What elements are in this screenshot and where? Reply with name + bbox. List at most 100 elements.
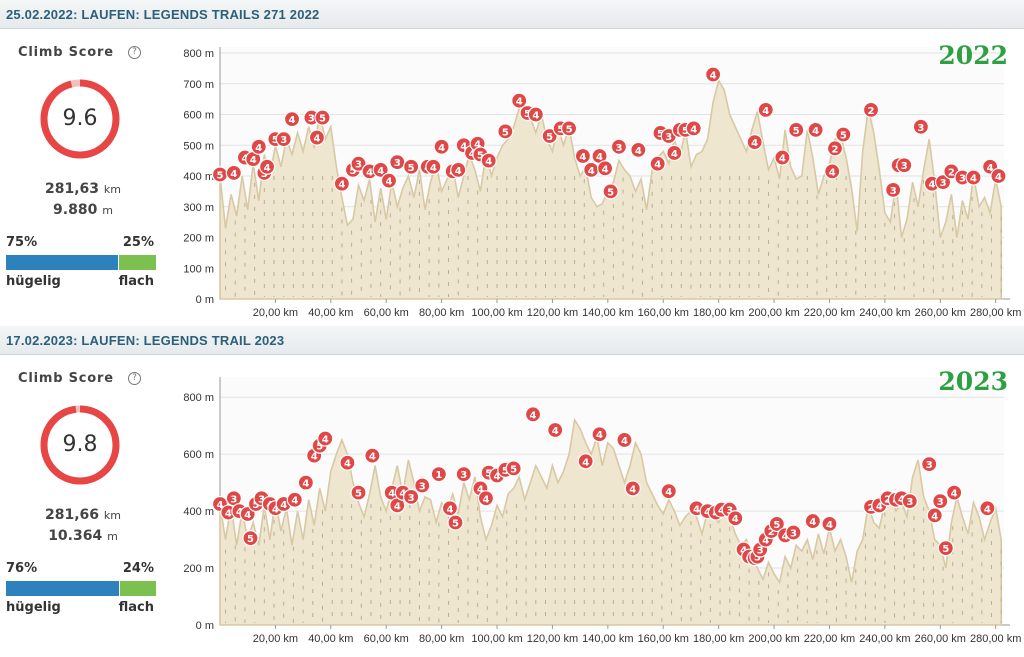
climb-marker[interactable]: 3 <box>414 477 431 494</box>
climb-marker[interactable]: 4 <box>616 431 633 449</box>
climb-marker[interactable]: 4 <box>946 484 963 501</box>
climb-marker[interactable]: 5 <box>497 123 514 140</box>
climb-marker[interactable]: 4 <box>511 92 528 109</box>
climb-marker[interactable]: 1 <box>430 466 447 483</box>
question-circle-icon[interactable]: ? <box>128 372 141 385</box>
marker-label: 4 <box>272 504 279 515</box>
climb-marker[interactable]: 4 <box>433 138 450 155</box>
climb-marker[interactable]: 4 <box>283 111 301 128</box>
elevation-profile-chart[interactable]: 0 m 200 m 400 m 600 m 800 m 20,00 km 40,00 km 6… <box>166 355 1024 651</box>
climb-marker[interactable]: 4 <box>245 150 262 168</box>
climb-marker[interactable]: 3 <box>403 488 420 505</box>
climb-marker[interactable]: 3 <box>921 456 938 473</box>
marker-label: 4 <box>928 180 935 191</box>
climb-marker[interactable]: 5 <box>541 127 558 145</box>
climb-marker[interactable]: 4 <box>524 406 542 423</box>
climb-marker[interactable]: 3 <box>350 155 367 172</box>
climb-marker[interactable]: 4 <box>372 161 389 178</box>
climb-marker[interactable]: 4 <box>286 491 303 508</box>
climb-marker[interactable]: 4 <box>596 160 614 177</box>
climb-marker[interactable]: 4 <box>926 507 943 524</box>
climb-marker[interactable]: 5 <box>937 540 954 557</box>
climb-marker[interactable]: 4 <box>990 167 1007 185</box>
activity-header[interactable]: 17.02.2023: LAUFEN: LEGENDS TRAIL 2023 <box>0 326 1024 355</box>
climb-marker[interactable]: 5 <box>602 183 619 200</box>
marker-label: 4 <box>241 154 248 165</box>
climb-marker[interactable]: 4 <box>297 474 314 491</box>
climb-marker[interactable]: 3 <box>785 524 802 541</box>
climb-marker[interactable]: 3 <box>455 466 472 483</box>
y-tick-label: 600 m <box>183 449 214 461</box>
climb-marker[interactable]: 3 <box>934 174 952 191</box>
climb-marker[interactable]: 4 <box>660 483 677 500</box>
climb-marker[interactable]: 5 <box>768 515 785 533</box>
climb-marker[interactable]: 4 <box>979 500 996 517</box>
climb-marker[interactable]: 4 <box>824 163 841 180</box>
climb-marker[interactable]: 3 <box>901 493 918 510</box>
climb-marker[interactable]: 5 <box>505 460 522 477</box>
climb-marker[interactable]: 3 <box>932 493 949 510</box>
climb-marker[interactable]: 4 <box>258 158 276 175</box>
climb-marker[interactable]: 5 <box>211 166 229 183</box>
climb-marker[interactable]: 4 <box>591 426 608 443</box>
climb-marker[interactable]: 4 <box>441 500 459 517</box>
marker-dot <box>835 126 852 143</box>
climb-marker[interactable]: 4 <box>649 155 666 172</box>
climb-marker[interactable]: 4 <box>425 158 442 175</box>
climb-marker[interactable]: 3 <box>275 130 292 148</box>
climb-marker[interactable]: 3 <box>885 181 902 198</box>
climb-marker[interactable]: 4 <box>757 101 774 118</box>
climb-marker[interactable]: 5 <box>403 158 420 175</box>
climb-marker[interactable]: 4 <box>450 161 467 178</box>
climb-marker[interactable]: 4 <box>804 512 821 530</box>
climb-marker[interactable]: 5 <box>447 514 464 531</box>
climb-marker[interactable]: 5 <box>242 530 259 547</box>
climb-marker[interactable]: 4 <box>308 129 326 146</box>
climb-marker[interactable]: 4 <box>685 120 702 137</box>
climb-marker[interactable]: 3 <box>896 157 913 174</box>
climb-marker[interactable]: 4 <box>577 453 594 470</box>
climb-marker[interactable]: 4 <box>705 66 722 83</box>
climb-marker[interactable]: 3 <box>610 138 628 155</box>
climb-marker[interactable]: 4 <box>527 106 544 123</box>
hilly-percent: 75% <box>6 235 38 250</box>
elevation-profile-chart[interactable]: 0 m 100 m 200 m 300 m 400 m 500 m 600 m 700 m 80… <box>166 29 1024 325</box>
climb-marker[interactable]: 4 <box>630 141 647 158</box>
climb-marker[interactable]: 4 <box>583 161 600 178</box>
climb-marker[interactable]: 4 <box>746 134 763 151</box>
climb-marker[interactable]: 5 <box>350 484 367 501</box>
climb-marker[interactable]: 4 <box>547 421 564 439</box>
climb-marker[interactable]: 4 <box>380 172 398 189</box>
activity-header[interactable]: 25.02.2022: LAUFEN: LEGENDS TRAILS 271 2… <box>0 0 1024 29</box>
climb-marker[interactable]: 4 <box>821 515 838 533</box>
climb-marker[interactable]: 4 <box>477 490 495 507</box>
climb-marker[interactable]: 3 <box>912 118 929 135</box>
y-tick-label: 500 m <box>183 140 214 152</box>
climb-marker[interactable]: 4 <box>807 121 824 138</box>
climb-marker[interactable]: 4 <box>333 175 350 192</box>
climb-marker[interactable]: 4 <box>774 149 791 166</box>
climb-marker[interactable]: 4 <box>339 454 356 471</box>
climb-marker[interactable]: 3 <box>389 154 406 171</box>
climb-marker[interactable]: 4 <box>727 510 744 527</box>
climb-marker[interactable]: 4 <box>389 497 406 514</box>
climb-marker[interactable]: 4 <box>250 138 267 155</box>
climb-marker[interactable]: 5 <box>314 109 331 126</box>
climb-marker[interactable]: 4 <box>317 430 334 447</box>
climb-marker[interactable]: 4 <box>574 147 592 165</box>
climb-marker[interactable]: 5 <box>788 121 805 138</box>
climb-marker[interactable]: 2 <box>826 140 844 157</box>
marker-dot <box>649 155 666 172</box>
climb-marker[interactable]: 4 <box>480 152 497 169</box>
climb-marker[interactable]: 4 <box>624 480 641 497</box>
marker-label: 3 <box>394 158 401 169</box>
climb-marker[interactable]: 5 <box>560 120 578 137</box>
climb-marker[interactable]: 4 <box>225 164 242 182</box>
climb-marker[interactable]: 5 <box>835 126 852 143</box>
climb-marker[interactable]: 2 <box>862 101 880 118</box>
question-circle-icon[interactable]: ? <box>128 46 141 59</box>
climb-marker[interactable]: 4 <box>965 169 982 186</box>
climb-marker[interactable]: 4 <box>666 144 683 162</box>
marker-label: 4 <box>399 489 406 500</box>
climb-marker[interactable]: 4 <box>364 447 381 464</box>
